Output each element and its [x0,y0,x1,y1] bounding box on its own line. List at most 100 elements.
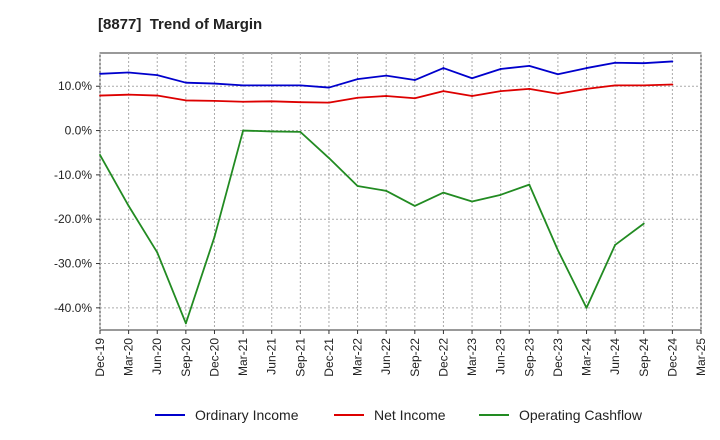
chart-title: [8877] Trend of Margin [98,16,263,33]
y-tick-label: -30.0% [54,257,92,271]
data-point-operating-cashflow [642,222,645,225]
data-point-net-income [156,94,159,97]
x-tick-label: Dec-20 [207,338,221,377]
data-point-operating-cashflow [557,249,559,252]
x-tick-label: Mar-20 [122,338,136,376]
x-tick-label: Mar-25 [694,338,708,376]
x-tick-label: Sep-22 [408,338,422,377]
x-axis-ticks: Dec-19 Mar-20 Jun-20 Sep-20 Dec-20 Mar-21 Jun-… [93,330,708,377]
data-point-ordinary-income [99,72,101,75]
data-point-ordinary-income [328,86,330,89]
data-point-net-income [184,99,187,102]
data-point-ordinary-income [557,73,559,76]
series-lines [99,60,674,325]
x-tick-label: Sep-23 [522,338,536,377]
legend-label-operating-cashflow: Operating Cashflow [519,407,642,423]
data-point-operating-cashflow [328,157,330,159]
data-point-ordinary-income [671,60,674,63]
data-point-ordinary-income [299,84,302,87]
data-point-ordinary-income [528,64,531,67]
legend-label-net-income: Net Income [374,407,446,423]
data-point-net-income [99,94,101,97]
x-tick-label: Jun-20 [150,338,164,375]
legend-item-ordinary-income: Ordinary Income [155,404,298,426]
x-tick-label: Sep-20 [179,338,193,377]
data-point-net-income [385,95,388,97]
data-point-ordinary-income [585,67,588,69]
data-point-net-income [471,95,473,97]
data-point-net-income [671,83,674,86]
data-point-operating-cashflow [184,322,187,325]
x-tick-label: Dec-22 [436,338,450,377]
data-point-ordinary-income [213,82,216,85]
data-point-operating-cashflow [299,130,302,133]
x-tick-label: Dec-24 [665,338,679,377]
x-tick-label: Sep-24 [637,338,651,377]
data-point-operating-cashflow [385,189,388,192]
data-point-net-income [413,97,416,100]
legend-label-ordinary-income: Ordinary Income [195,407,299,423]
data-point-operating-cashflow [442,191,445,194]
data-point-operating-cashflow [213,236,216,238]
data-point-net-income [328,101,330,104]
data-point-ordinary-income [614,61,617,64]
legend-swatch-operating-cashflow [479,414,509,416]
data-point-operating-cashflow [156,251,159,254]
data-point-net-income [127,93,130,96]
data-point-net-income [270,100,273,103]
data-point-ordinary-income [184,81,187,84]
y-tick-label: -40.0% [54,301,92,315]
data-point-net-income [614,84,617,87]
data-point-operating-cashflow [127,205,130,207]
plot-frame [99,52,702,331]
x-tick-label: Dec-21 [322,338,336,377]
data-point-ordinary-income [270,84,273,87]
x-tick-label: Mar-21 [236,338,250,376]
legend-swatch-ordinary-income [155,414,185,416]
y-tick-label: 10.0% [58,79,92,93]
legend-item-operating-cashflow: Operating Cashflow [479,404,642,426]
data-point-operating-cashflow [614,244,617,246]
x-tick-label: Dec-19 [93,338,107,377]
data-point-ordinary-income [471,77,473,80]
x-tick-label: Sep-21 [293,338,307,377]
data-point-operating-cashflow [242,129,245,132]
data-point-operating-cashflow [528,183,531,186]
data-point-net-income [356,96,359,99]
data-point-operating-cashflow [413,205,416,207]
data-point-net-income [642,84,645,87]
data-point-ordinary-income [642,62,645,65]
legend: Ordinary Income Net Income Operating Cas… [0,404,720,428]
data-point-net-income [442,90,445,93]
data-point-operating-cashflow [585,306,588,309]
x-tick-label: Mar-23 [465,338,479,376]
y-tick-label: 0.0% [65,124,93,138]
data-point-ordinary-income [356,78,359,81]
x-tick-label: Dec-23 [551,338,565,377]
y-axis-ticks: 10.0% 0.0% -10.0% -20.0% -30.0% -40.0% [54,79,100,315]
data-point-net-income [499,90,502,93]
x-tick-label: Jun-23 [494,338,508,375]
data-point-operating-cashflow [471,200,473,203]
grid-lines [99,53,702,330]
data-point-operating-cashflow [356,185,359,187]
data-point-net-income [528,88,531,90]
data-point-ordinary-income [156,74,159,77]
data-point-ordinary-income [127,71,130,74]
data-point-operating-cashflow [499,193,502,196]
data-point-ordinary-income [242,84,245,87]
legend-item-net-income: Net Income [334,404,446,426]
x-tick-label: Mar-24 [580,338,594,376]
x-tick-label: Jun-24 [608,338,622,375]
y-tick-label: -20.0% [54,212,92,226]
data-point-ordinary-income [499,68,502,70]
data-point-net-income [557,92,559,95]
legend-swatch-net-income [334,414,364,416]
data-point-net-income [585,88,588,90]
x-tick-label: Jun-22 [379,338,393,375]
data-point-ordinary-income [413,79,416,81]
data-point-operating-cashflow [270,130,273,133]
series-line-operating-cashflow [99,129,645,325]
data-point-ordinary-income [442,67,445,69]
